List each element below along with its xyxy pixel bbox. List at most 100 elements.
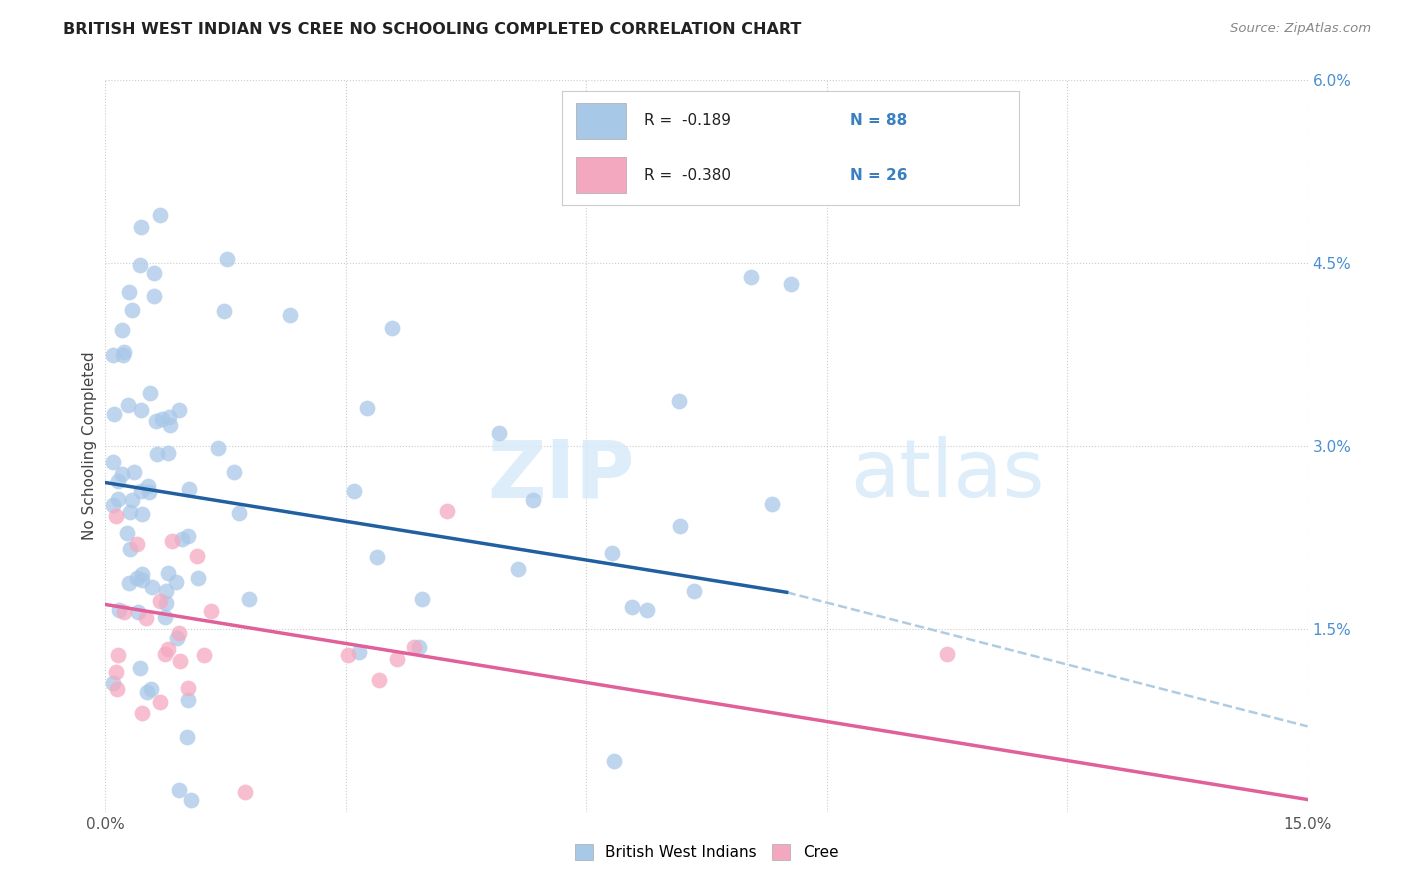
Point bbox=[117, 398, 139, 412]
Point bbox=[166, 631, 188, 645]
Point bbox=[337, 648, 360, 663]
Point bbox=[228, 506, 250, 520]
Point bbox=[187, 571, 209, 585]
Point bbox=[157, 409, 180, 424]
Point bbox=[129, 219, 152, 234]
Point bbox=[103, 455, 125, 469]
Point bbox=[127, 605, 149, 619]
Point bbox=[160, 534, 183, 549]
Point bbox=[238, 591, 260, 606]
Point bbox=[602, 546, 624, 560]
Point bbox=[176, 730, 198, 744]
Y-axis label: No Schooling Completed: No Schooling Completed bbox=[82, 351, 97, 541]
Point bbox=[411, 592, 433, 607]
Point bbox=[170, 533, 193, 547]
Point bbox=[167, 625, 190, 640]
Text: Source: ZipAtlas.com: Source: ZipAtlas.com bbox=[1230, 22, 1371, 36]
Point bbox=[107, 491, 129, 506]
Point bbox=[169, 403, 191, 417]
Point bbox=[104, 509, 127, 524]
Point bbox=[668, 394, 690, 409]
Text: ZIP: ZIP bbox=[486, 436, 634, 515]
Point bbox=[149, 208, 172, 222]
Point bbox=[111, 467, 134, 481]
Point bbox=[366, 549, 388, 564]
Point bbox=[122, 465, 145, 479]
Point bbox=[104, 665, 127, 679]
Point bbox=[602, 754, 624, 768]
Point bbox=[157, 446, 180, 460]
Point bbox=[111, 323, 134, 337]
Point bbox=[118, 285, 141, 299]
Point bbox=[186, 549, 208, 563]
Point bbox=[150, 412, 173, 426]
Point bbox=[157, 566, 180, 580]
Point bbox=[131, 507, 153, 521]
Point bbox=[155, 584, 177, 599]
Point bbox=[620, 600, 643, 615]
Point bbox=[108, 603, 131, 617]
Point bbox=[224, 466, 246, 480]
Point bbox=[165, 575, 187, 590]
Point bbox=[105, 682, 128, 697]
Point bbox=[740, 269, 762, 284]
Point bbox=[143, 267, 166, 281]
Point bbox=[143, 289, 166, 303]
Point bbox=[177, 681, 200, 695]
Point bbox=[103, 498, 125, 512]
Point bbox=[103, 676, 125, 690]
Point bbox=[148, 695, 170, 709]
Point bbox=[212, 303, 235, 318]
Point bbox=[107, 648, 129, 663]
Point bbox=[103, 348, 125, 362]
Point bbox=[488, 426, 510, 441]
Point bbox=[120, 505, 142, 519]
Point bbox=[669, 519, 692, 533]
Point bbox=[128, 258, 150, 272]
Point bbox=[118, 576, 141, 591]
Point bbox=[177, 529, 200, 543]
Point bbox=[136, 685, 159, 699]
Point bbox=[402, 640, 425, 655]
Point bbox=[193, 648, 215, 663]
Point bbox=[356, 401, 378, 416]
Point bbox=[121, 302, 143, 317]
Point bbox=[136, 479, 159, 493]
Point bbox=[138, 485, 160, 500]
Point bbox=[368, 673, 391, 687]
Point bbox=[103, 407, 125, 421]
Point bbox=[233, 785, 256, 799]
Point bbox=[343, 483, 366, 498]
Text: atlas: atlas bbox=[849, 436, 1045, 515]
Point bbox=[381, 321, 404, 335]
Point bbox=[385, 651, 408, 665]
Point bbox=[215, 252, 238, 267]
Point bbox=[131, 706, 153, 720]
Point bbox=[129, 402, 152, 417]
Point bbox=[135, 610, 157, 624]
Point bbox=[167, 783, 190, 797]
Point bbox=[179, 483, 201, 497]
Point bbox=[169, 655, 191, 669]
Point bbox=[129, 661, 152, 675]
Point bbox=[506, 562, 529, 576]
Point bbox=[761, 497, 783, 511]
Point bbox=[159, 417, 181, 432]
Point bbox=[129, 483, 152, 498]
Point bbox=[118, 541, 141, 556]
Point bbox=[280, 308, 302, 322]
Point bbox=[180, 792, 202, 806]
Point bbox=[157, 641, 180, 656]
Point bbox=[408, 640, 430, 654]
Point bbox=[141, 580, 163, 594]
Point bbox=[112, 605, 135, 619]
Point bbox=[153, 609, 176, 624]
Point bbox=[125, 536, 148, 550]
Point bbox=[779, 277, 801, 291]
Point bbox=[347, 645, 370, 659]
Point bbox=[112, 345, 135, 359]
Legend: British West Indians, Cree: British West Indians, Cree bbox=[568, 838, 845, 866]
Point bbox=[139, 386, 162, 401]
Point bbox=[141, 681, 163, 696]
Point bbox=[522, 493, 544, 508]
